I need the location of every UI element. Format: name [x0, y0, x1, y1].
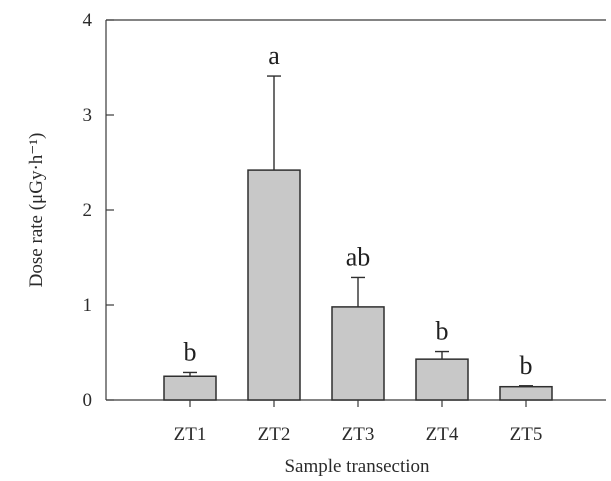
bar-ZT1 [163, 375, 217, 401]
significance-letter-ZT1: b [184, 337, 197, 366]
y-axis-title: Dose rate (μGy·h⁻¹) [26, 133, 47, 288]
significance-letter-ZT3: ab [346, 242, 371, 271]
bar-ZT3 [331, 306, 385, 401]
y-ticks: 0 1 2 3 4 [83, 10, 114, 411]
x-tick-label-ZT1: ZT1 [174, 424, 207, 445]
x-tick-label-ZT4: ZT4 [426, 424, 459, 445]
x-tick-label-ZT5: ZT5 [510, 424, 543, 445]
y-tick-label: 0 [83, 390, 93, 411]
y-tick-label: 1 [83, 295, 93, 316]
y-tick-label: 2 [83, 200, 93, 221]
x-axis-title: Sample transection [284, 456, 430, 477]
significance-letter-ZT2: a [268, 41, 280, 70]
x-tick-label-ZT3: ZT3 [342, 424, 375, 445]
x-tick-label-ZT2: ZT2 [258, 424, 291, 445]
bars [163, 169, 553, 401]
significance-letter-ZT4: b [436, 317, 449, 346]
bar-ZT5 [499, 385, 553, 401]
bar-ZT4 [415, 358, 469, 401]
y-tick-label: 4 [83, 10, 93, 31]
error-bars [183, 75, 533, 387]
significance-letter-ZT5: b [520, 351, 533, 380]
significance-letters: b a ab b b [184, 41, 533, 380]
x-ticks: ZT1 ZT2 ZT3 ZT4 ZT5 [174, 400, 543, 445]
bar-ZT2 [247, 169, 301, 401]
y-tick-label: 3 [83, 105, 93, 126]
